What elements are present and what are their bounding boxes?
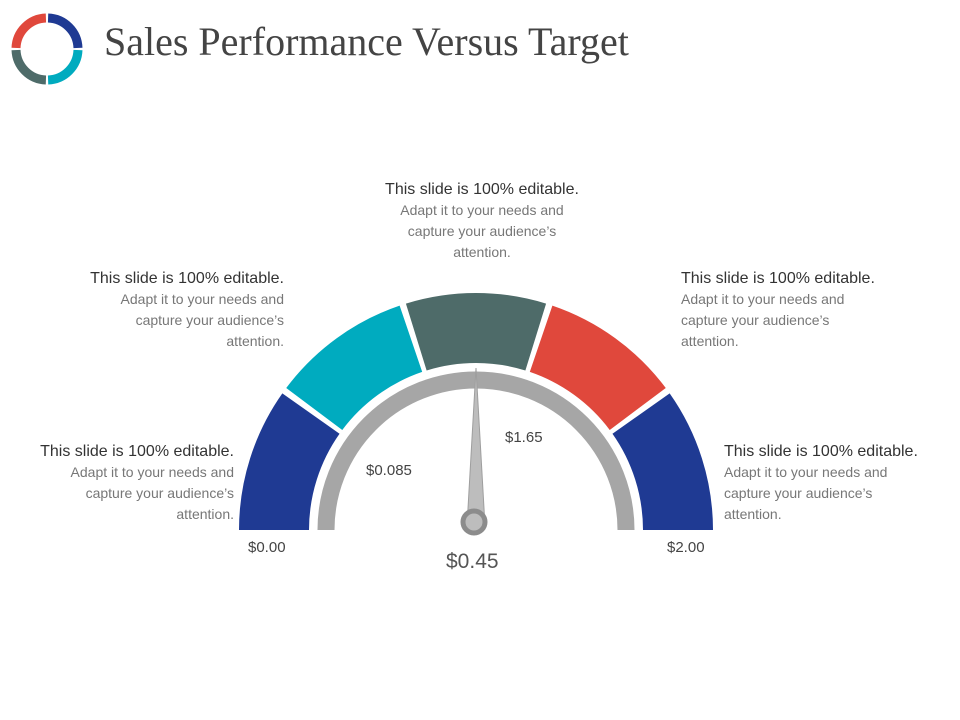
callout-upper-left: This slide is 100% editable. Adapt it to… bbox=[90, 270, 284, 349]
scale-min-label: $0.00 bbox=[248, 539, 286, 556]
gauge-hub bbox=[460, 508, 488, 536]
gauge-segment-5 bbox=[612, 393, 713, 530]
gauge-needle bbox=[466, 367, 486, 527]
gauge-segment-2 bbox=[286, 305, 423, 430]
callout-upper-right: This slide is 100% editable. Adapt it to… bbox=[681, 270, 875, 349]
scale-max-label: $2.00 bbox=[667, 539, 705, 556]
gauge-reading: $0.45 bbox=[446, 550, 499, 573]
page-title: Sales Performance Versus Target bbox=[104, 19, 629, 64]
callout-top: This slide is 100% editable. Adapt it to… bbox=[385, 181, 579, 260]
gauge-segment-3 bbox=[405, 293, 547, 371]
ring-logo-icon bbox=[11, 13, 83, 85]
callout-bottom-left: This slide is 100% editable. Adapt it to… bbox=[40, 443, 234, 522]
inner-left-value: $0.085 bbox=[366, 462, 412, 479]
inner-right-value: $1.65 bbox=[505, 429, 543, 446]
gauge-segment-4 bbox=[529, 305, 666, 430]
gauge-segment-1 bbox=[239, 393, 340, 530]
callout-bottom-right: This slide is 100% editable. Adapt it to… bbox=[724, 443, 918, 522]
gauge-segments bbox=[239, 293, 713, 530]
